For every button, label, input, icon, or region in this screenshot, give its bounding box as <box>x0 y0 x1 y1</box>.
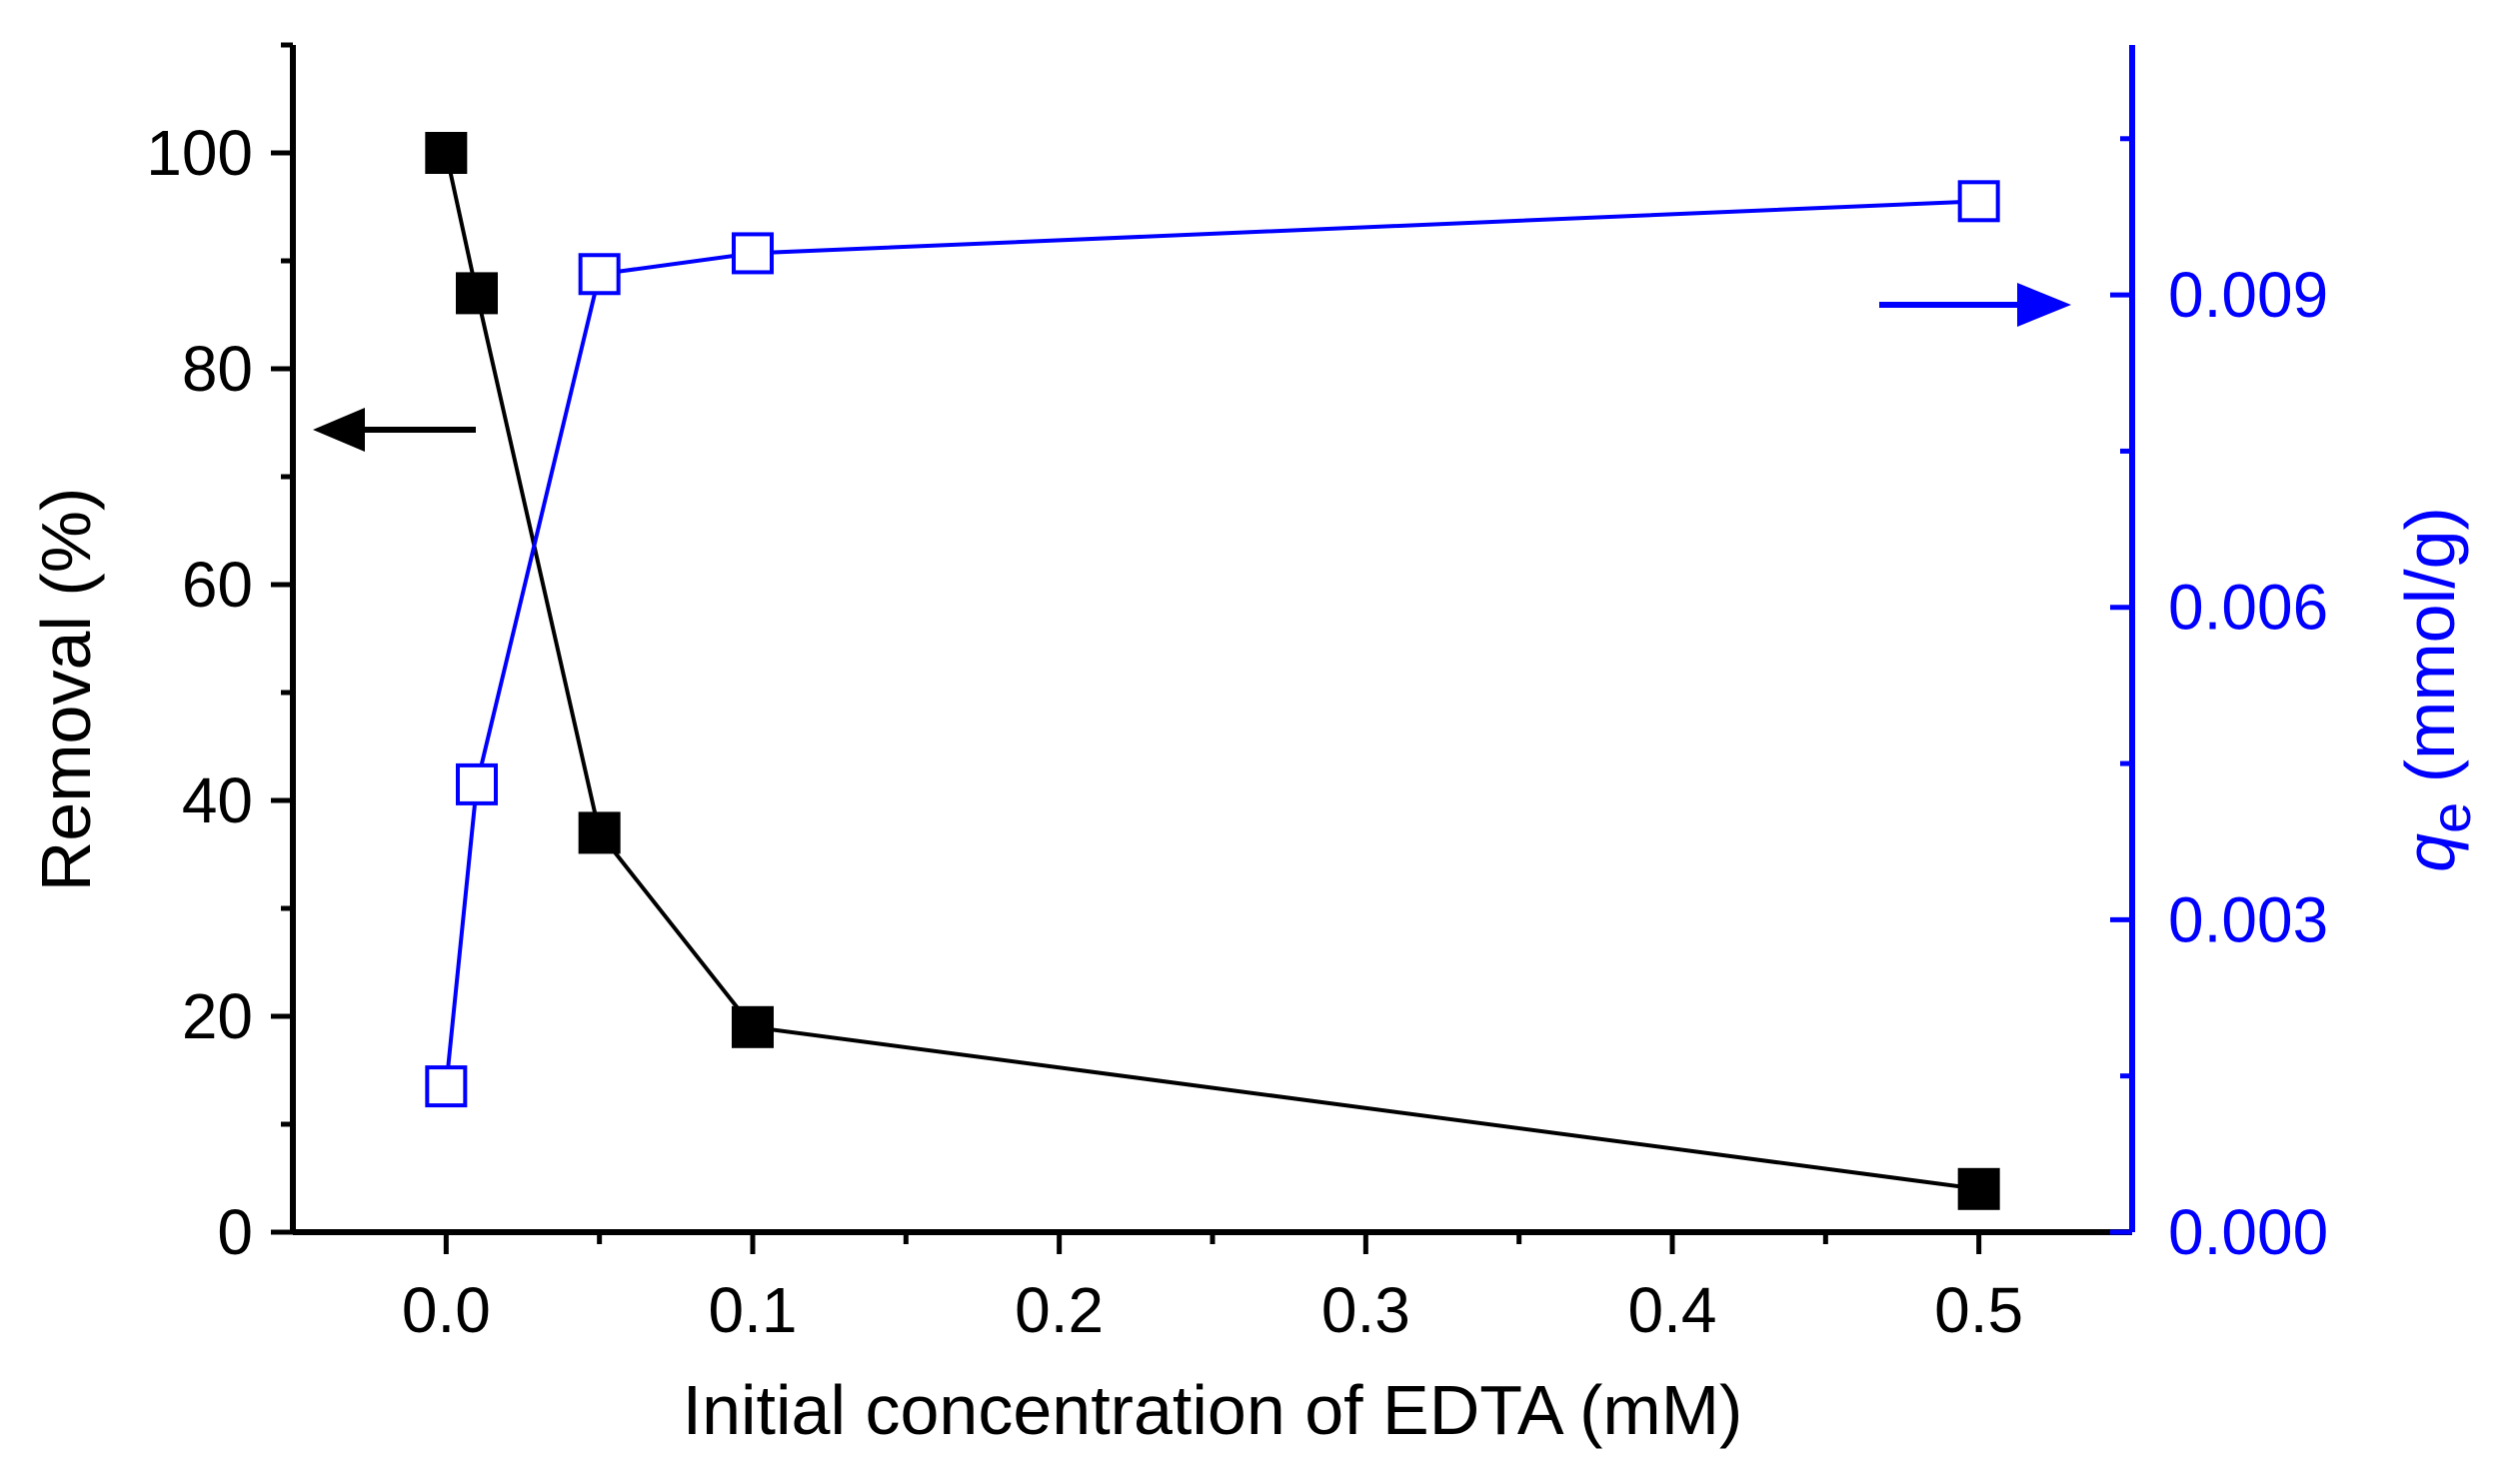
series-layer <box>425 132 2000 1210</box>
right-y-axis-subscript: e <box>2419 802 2482 833</box>
axis-arrows <box>313 283 2071 452</box>
x-axis-title: Initial concentration of EDTA (mM) <box>683 1371 1743 1449</box>
series-qe <box>425 180 2000 1108</box>
left-y-tick-label: 0 <box>217 1196 253 1268</box>
left-axis-arrow-head <box>313 408 365 452</box>
right-y-tick-label: 0.006 <box>2168 572 2328 644</box>
data-point <box>732 232 774 275</box>
x-tick-label: 0.3 <box>1321 1274 1410 1346</box>
data-point <box>732 1005 774 1048</box>
left-y-tick-label: 100 <box>146 117 253 189</box>
left-y-tick-label: 20 <box>182 980 253 1052</box>
data-point <box>456 272 498 315</box>
right-y-axis-unit: (mmol/g) <box>2391 507 2469 802</box>
left-y-axis-title: Removal (%) <box>27 488 105 892</box>
right-y-tick-label: 0.000 <box>2168 1196 2328 1268</box>
data-point <box>425 132 468 174</box>
data-point <box>456 762 498 805</box>
right-y-axis-title: qe (mmol/g) <box>2391 507 2482 872</box>
left-y-tick-label: 80 <box>182 333 253 405</box>
series-removal <box>425 132 2000 1210</box>
x-tick-label: 0.5 <box>1934 1274 2023 1346</box>
right-y-tick-label: 0.009 <box>2168 259 2328 331</box>
right-y-axis-ticks: 0.000 0.003 0.006 0.009 <box>2110 136 2328 1268</box>
series-line <box>444 199 1979 1087</box>
data-point <box>425 1065 468 1108</box>
data-point <box>1957 1167 2000 1210</box>
left-y-axis-ticks: 0 20 40 60 80 100 <box>146 42 293 1268</box>
x-axis-ticks: 0.0 0.1 0.2 0.3 0.4 0.5 <box>402 1232 2023 1346</box>
series-line <box>444 152 1979 1191</box>
plot-area <box>290 45 2135 1235</box>
x-tick-label: 0.4 <box>1628 1274 1717 1346</box>
x-tick-label: 0.0 <box>402 1274 491 1346</box>
left-y-tick-label: 40 <box>182 764 253 836</box>
x-tick-label: 0.2 <box>1015 1274 1104 1346</box>
right-y-tick-label: 0.003 <box>2168 883 2328 955</box>
data-point <box>578 811 621 854</box>
left-y-tick-label: 60 <box>182 549 253 621</box>
right-axis-arrow-head <box>2017 283 2071 327</box>
data-point <box>1957 180 2000 223</box>
right-y-axis-symbol: q <box>2391 833 2469 872</box>
x-tick-label: 0.1 <box>709 1274 798 1346</box>
data-point <box>578 253 621 296</box>
